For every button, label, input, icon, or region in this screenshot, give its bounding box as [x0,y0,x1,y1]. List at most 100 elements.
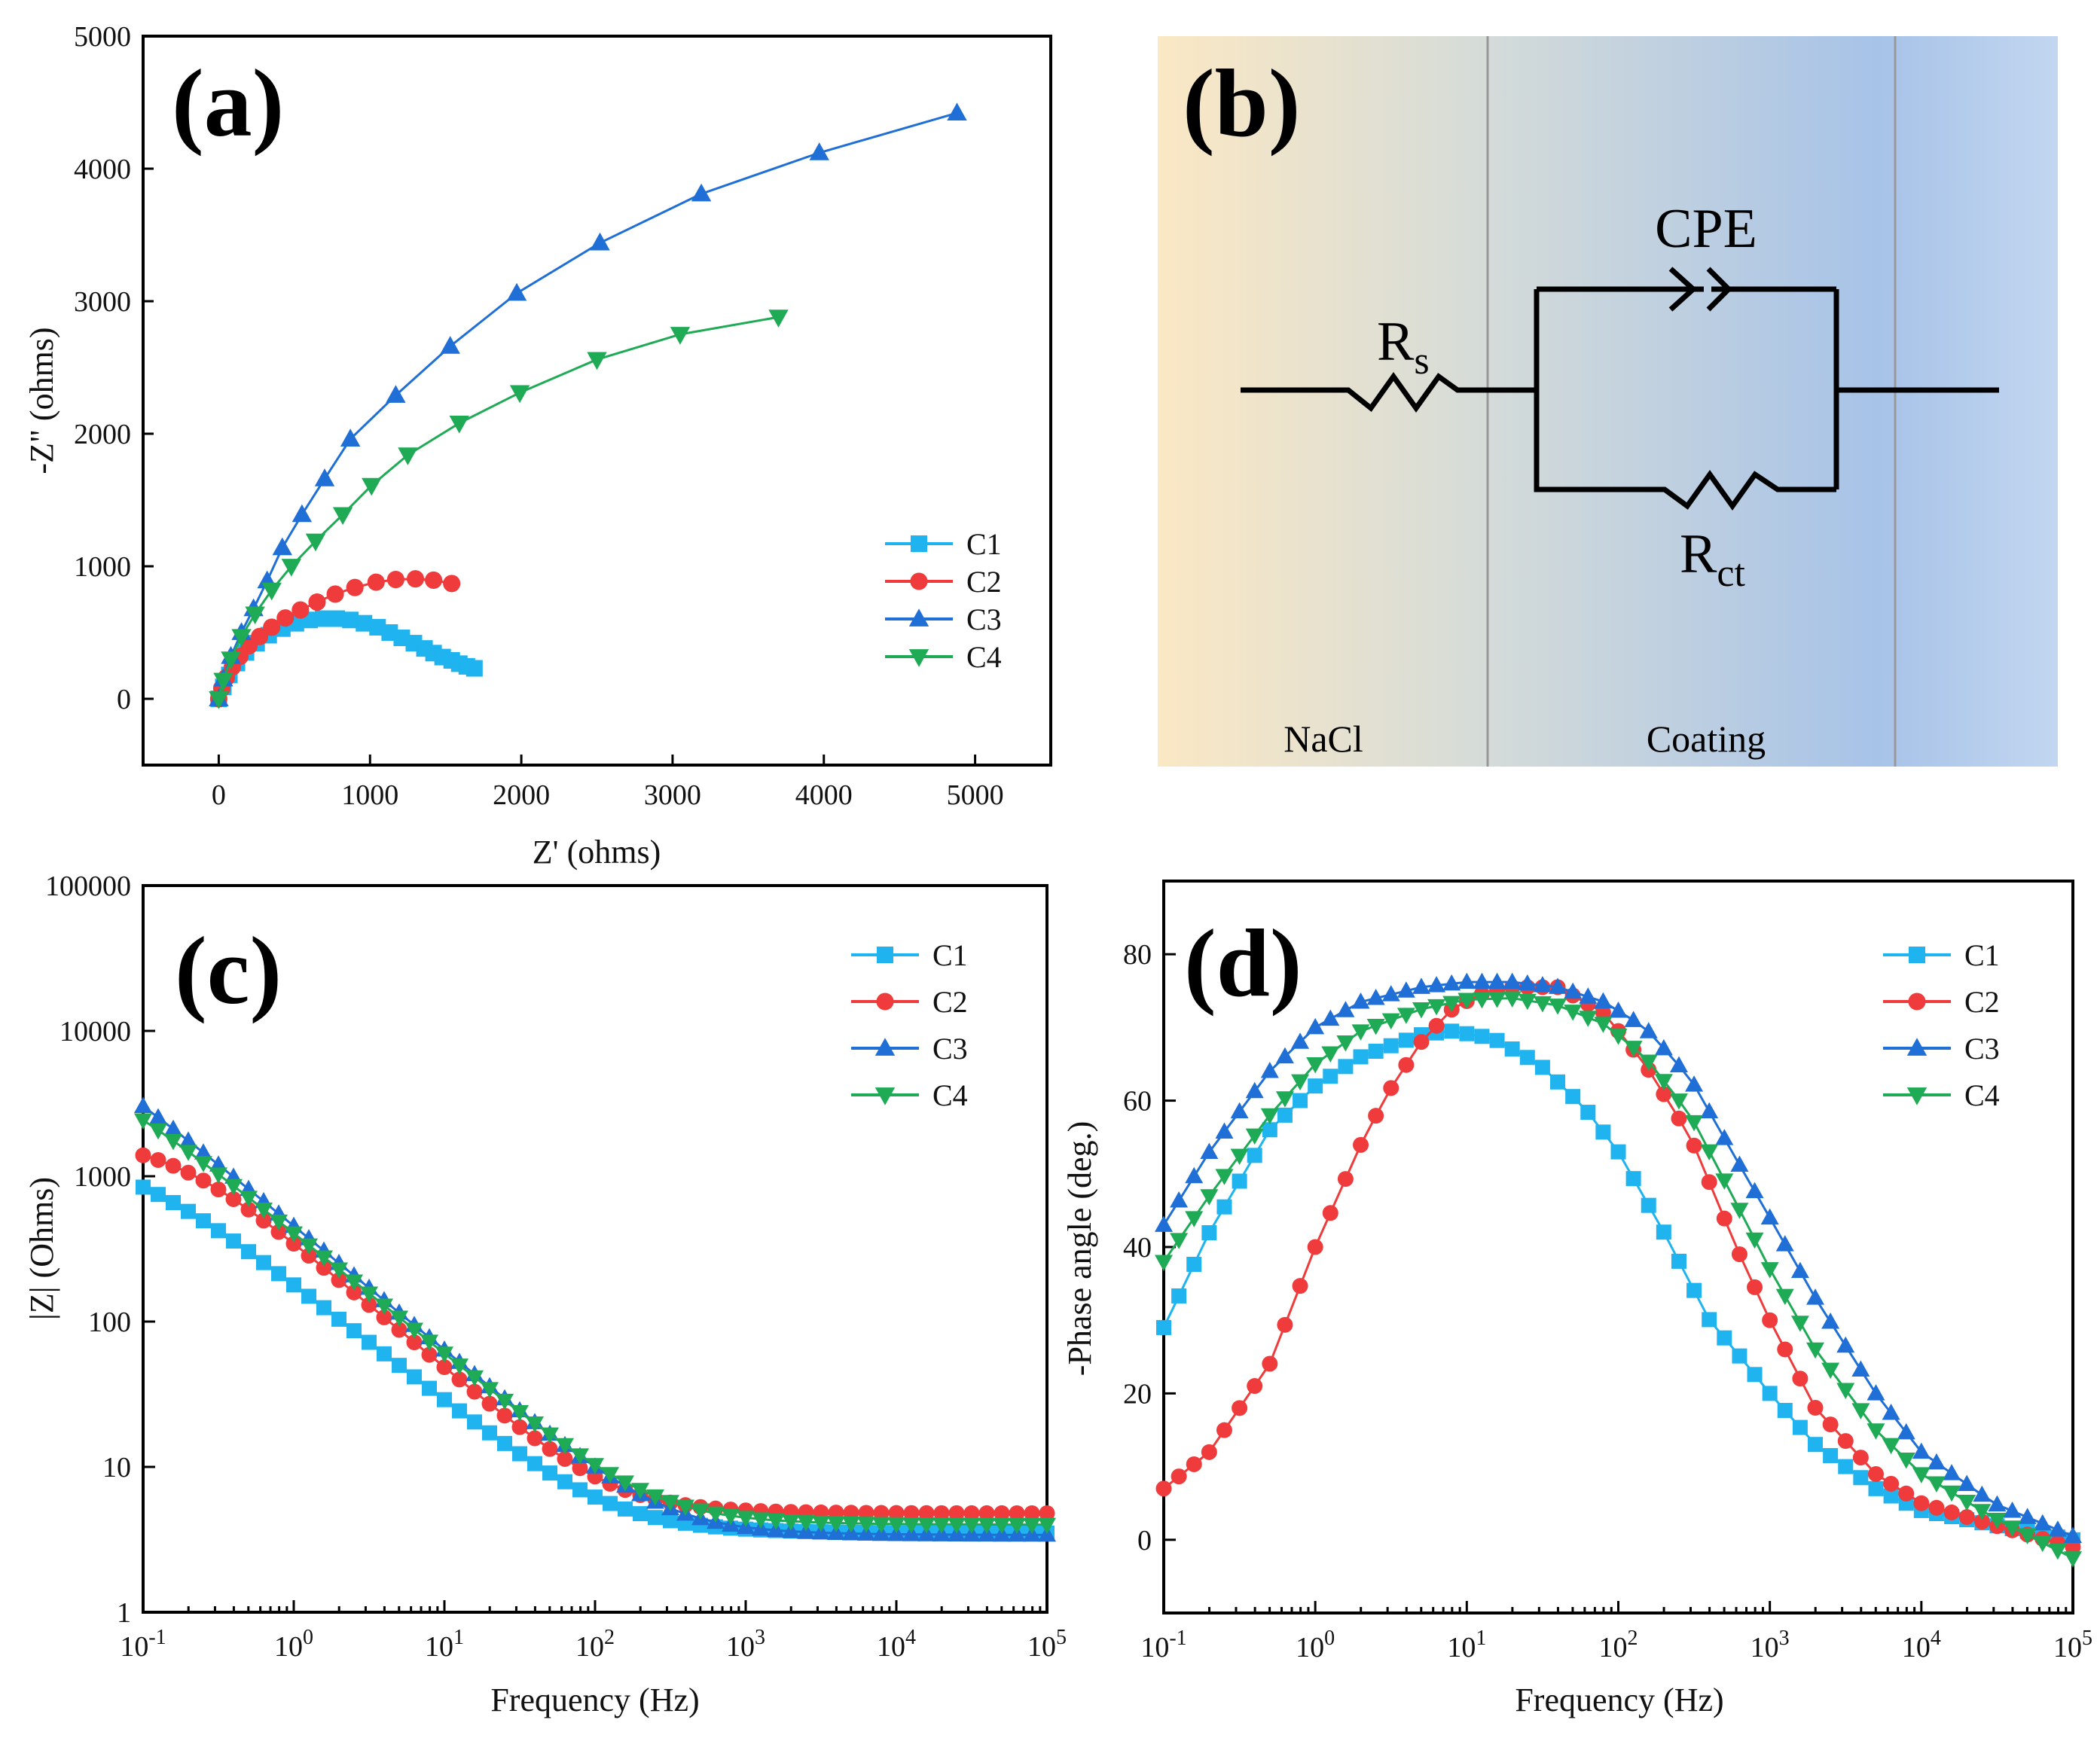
data-point-c2 [1216,1422,1232,1438]
data-point-c3 [1503,972,1522,989]
data-point-c4 [1336,1035,1355,1052]
data-point-c4 [812,1515,830,1532]
data-point-c4 [1988,1512,2007,1529]
data-point-c2 [873,1505,890,1521]
data-point-c4 [449,416,469,434]
data-point-c3 [1851,1360,1870,1377]
data-point-c2 [903,1505,920,1521]
data-point-c4 [1760,1262,1779,1279]
data-point-c4 [435,1346,453,1363]
data-point-c4 [691,1503,710,1520]
legend-marker-c1 [877,947,893,963]
data-point-c2 [466,1383,483,1400]
data-point-c2 [1656,1086,1672,1102]
data-point-c3 [179,1131,197,1148]
data-point-c1 [151,1187,166,1203]
legend-marker-c2 [1908,992,1926,1011]
panel-b-circuit: (b) Rs CPE Rct NaCl Coating [1158,36,2058,767]
data-point-c4 [1669,1093,1688,1110]
data-point-c4 [2003,1520,2022,1537]
data-point-c1 [346,1323,362,1339]
data-point-c4 [330,1262,348,1279]
data-point-c4 [398,447,418,465]
data-point-c4 [149,1123,167,1140]
data-point-c1 [1777,1403,1793,1419]
data-point-c4 [1518,993,1537,1011]
data-point-c3 [164,1119,182,1136]
data-point-c1 [1338,1059,1354,1075]
data-point-c2 [210,1182,227,1198]
rs-label: Rs [1377,311,1430,383]
panel-a-ytick: 2000 [74,419,131,450]
data-point-c4 [646,1489,664,1506]
data-point-c4 [285,1226,303,1243]
data-point-c2 [1913,1495,1930,1511]
data-point-c2 [367,573,385,591]
data-point-c2 [994,1505,1010,1521]
panel-a-xtick: 5000 [947,779,1004,811]
data-point-c1 [1656,1224,1671,1240]
data-point-c3 [1549,977,1567,994]
data-point-c2 [933,1505,950,1521]
data-point-c4 [420,1334,438,1351]
data-point-c4 [556,1438,574,1455]
data-point-c2 [135,1147,151,1163]
data-point-c4 [511,1405,529,1422]
data-point-c1 [663,1513,678,1529]
panel-c-xtick: 101 [425,1626,464,1663]
data-point-c1 [1808,1437,1824,1453]
data-point-c3 [2064,1526,2082,1543]
data-point-c4 [948,1517,966,1534]
data-point-c4 [240,1191,258,1207]
data-point-c1 [1368,1044,1384,1060]
data-point-c4 [1973,1504,1992,1520]
data-point-c4 [1321,1046,1340,1063]
legend-marker-c4 [908,649,929,667]
data-point-c2 [1973,1514,1990,1530]
data-point-c4 [1291,1074,1310,1091]
data-point-c3 [1291,1032,1310,1049]
data-point-c2 [285,1236,302,1252]
data-point-c4 [1306,1057,1325,1074]
data-point-c3 [1958,1474,1976,1491]
data-point-c2 [276,609,295,627]
data-point-c4 [797,1515,815,1532]
data-point-c4 [261,582,282,601]
data-point-c1 [331,1311,346,1327]
cpe-right-chevron [1706,267,1732,312]
data-point-c1 [1641,1197,1656,1213]
data-point-c2 [1413,1034,1430,1050]
data-point-c1 [314,610,331,627]
data-point-c2 [150,1151,166,1168]
data-point-c4 [752,1512,770,1529]
data-point-c4 [1715,1173,1734,1190]
data-point-c3 [149,1108,167,1124]
panel-c-xtick: 105 [1027,1626,1067,1663]
data-point-c2 [255,1212,272,1229]
panel-a-axes: 0 1000 2000 3000 4000 5000 0 1000 2000 3000 4000 50… [74,21,1004,811]
data-point-c4 [857,1517,875,1533]
legend-marker-c3 [908,608,929,627]
data-point-c4 [221,651,241,669]
data-point-c4 [1170,1233,1189,1249]
data-point-c3 [1155,1215,1173,1232]
data-point-c3 [1442,974,1461,991]
data-point-c3 [1806,1288,1825,1305]
data-point-c4 [164,1133,182,1151]
panel-c-axes: 10-1 100 101 102 103 104 105 1 10 100 1000 10000 100… [45,871,1067,1663]
legend-label-c4: C4 [932,1078,968,1112]
panel-d-legend: C1 C2 C3 C4 [1883,938,2000,1112]
data-point-c4 [526,1416,544,1433]
data-point-c4 [722,1508,740,1526]
data-point-c4 [332,507,353,526]
data-point-c2 [481,1395,498,1412]
data-point-c3 [1912,1442,1931,1459]
data-point-c2 [225,1191,242,1207]
data-point-c2 [406,570,425,588]
data-point-c1 [1459,1026,1475,1041]
data-point-c3 [1836,1336,1855,1353]
data-point-c4 [1185,1211,1204,1227]
data-point-c2 [386,571,404,589]
data-point-c3 [440,336,460,354]
data-point-c4 [1200,1189,1219,1206]
